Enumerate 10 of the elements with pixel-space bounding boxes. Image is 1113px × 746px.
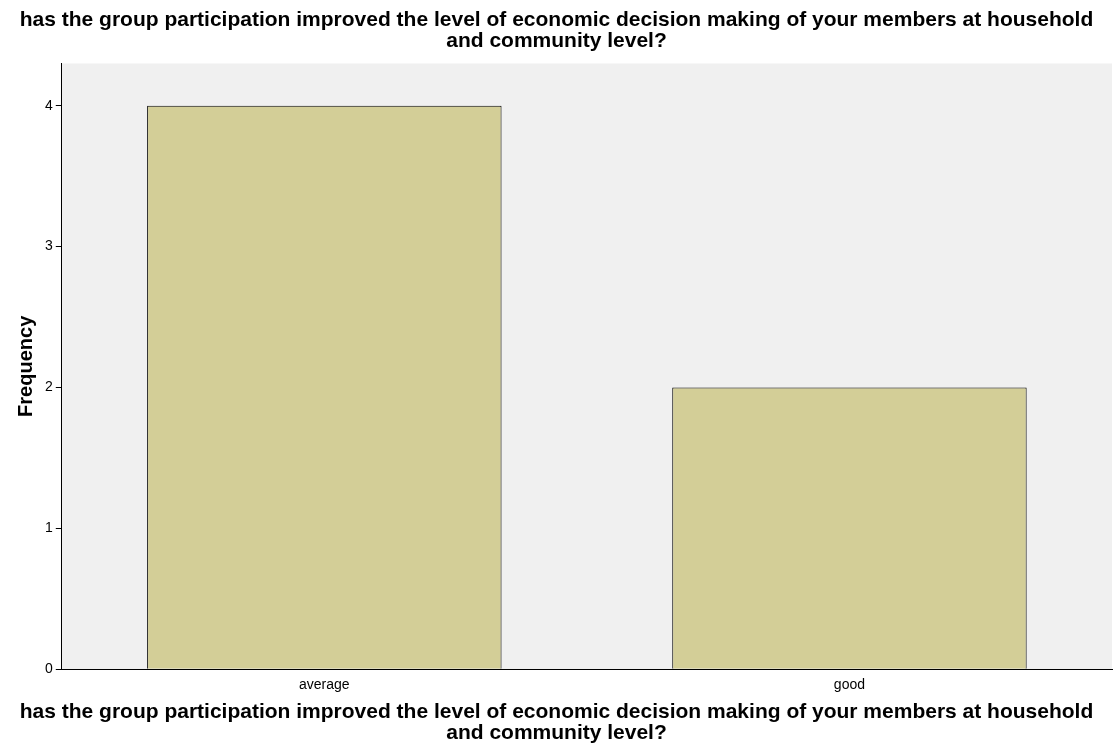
y-tick-label: 0: [44, 660, 53, 677]
chart-title: has the group participation improved the level of economic decision making of your members at household and community level?: [18, 7, 1095, 51]
y-axis-title: Frequency: [13, 314, 36, 417]
y-tick-label: 4: [44, 96, 53, 113]
y-tick-label: 3: [44, 237, 53, 254]
x-tick-label: good: [833, 676, 866, 693]
x-axis-title: has the group participation improved the level of economic decision making of your members at household and community level?: [18, 699, 1095, 743]
y-tick-label: 1: [44, 519, 53, 536]
x-tick-label: average: [299, 676, 350, 693]
y-tick-label: 2: [44, 378, 53, 395]
